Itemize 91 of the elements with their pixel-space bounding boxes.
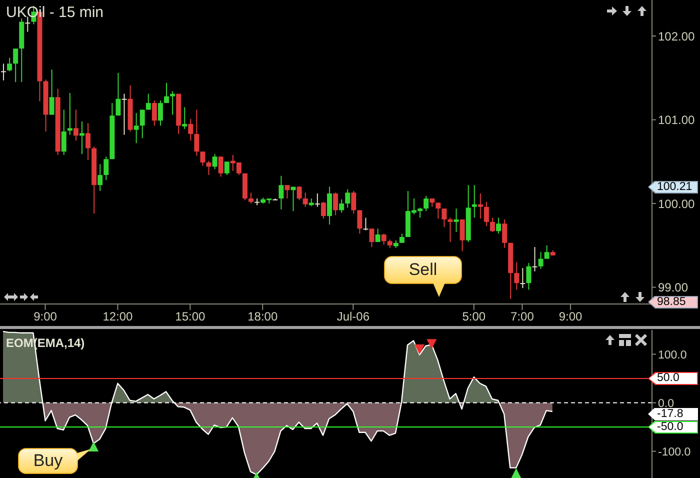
candlestick [320,201,326,220]
point [414,344,425,354]
x-tick-label: 5:00 [462,310,486,324]
candlestick [200,151,206,166]
candlestick [327,186,332,225]
candlestick [194,109,200,156]
candlestick [526,262,532,290]
y-tick-label: 100.0 [658,349,687,362]
candlestick [158,100,163,126]
candlestick [188,118,194,142]
y-tick-label: 100.00 [658,196,696,211]
candlestick [514,262,520,290]
candlestick [134,112,139,144]
candlestick [152,100,157,126]
candlestick [13,48,18,83]
candlestick [104,156,109,181]
candlestick [436,202,441,220]
candlestick [532,246,538,272]
point [426,339,437,350]
annotation: Buy [18,448,78,474]
y-tick-label: -100.0 [658,446,691,458]
candlestick [67,92,72,136]
candlestick [375,228,380,243]
candlestick [7,57,12,72]
y-tick-label: 101.00 [658,113,696,128]
x-tick-label: 7:00 [510,310,534,324]
candlestick [284,184,290,199]
candlestick [290,186,296,212]
candlestick [98,164,103,192]
candlestick [206,160,212,176]
candlestick [448,217,453,243]
candlestick [399,233,404,244]
candlestick [363,217,368,231]
candlestick [490,217,495,232]
y-tick-label: 0.0 [658,398,674,410]
x-tick-label: 15:00 [175,310,206,324]
candlestick [61,109,66,156]
candlestick [484,201,489,227]
candlestick [140,109,145,139]
candlestick [170,90,176,116]
candlestick [472,184,477,218]
candlestick [314,192,320,208]
annotation: Sell [384,256,462,284]
candlestick [351,190,356,214]
candlestick [454,208,459,232]
point [511,468,522,478]
x-tick-label: 9:00 [558,310,582,324]
candlestick [496,217,502,234]
candlestick [146,93,151,110]
text: 100.21 [657,180,692,194]
candlestick [345,188,350,208]
candlestick [544,244,550,260]
candlestick [248,192,254,204]
candlestick [296,185,302,201]
candlestick [182,106,188,130]
y-tick-label: 99.00 [658,280,688,295]
candlestick [1,63,6,81]
ref-line-label: -50.0 [657,420,684,434]
candlestick [73,109,78,142]
point [88,441,99,452]
ref-line-label: 50.0 [657,372,680,386]
candlestick [278,175,284,210]
x-tick-label: 9:00 [34,310,58,324]
candlestick [442,208,447,228]
candlestick [538,252,544,270]
candlestick [218,156,224,178]
candlestick [357,210,362,234]
candlestick [502,218,508,248]
text: -17.8 [657,408,684,420]
candlestick [116,72,121,116]
candlestick [339,198,344,214]
candlestick [224,161,230,176]
x-tick-label: Jul-06 [336,310,370,324]
x-tick-label: 18:00 [248,310,278,324]
candlestick [164,82,169,104]
candlestick [333,192,338,216]
y-tick-label: 102.00 [658,29,696,44]
candlestick [424,195,429,212]
candlestick [49,69,54,116]
candlestick [79,120,84,155]
candlestick [478,192,483,220]
candlestick [212,154,218,170]
text: 98.85 [657,296,686,308]
x-tick-label: 12:00 [102,310,134,324]
candlestick [86,122,91,160]
candlestick [520,267,526,289]
candlestick [381,233,386,246]
candlestick [122,93,127,136]
candlestick [460,218,465,252]
candlestick [369,228,374,248]
candlestick [302,192,308,208]
